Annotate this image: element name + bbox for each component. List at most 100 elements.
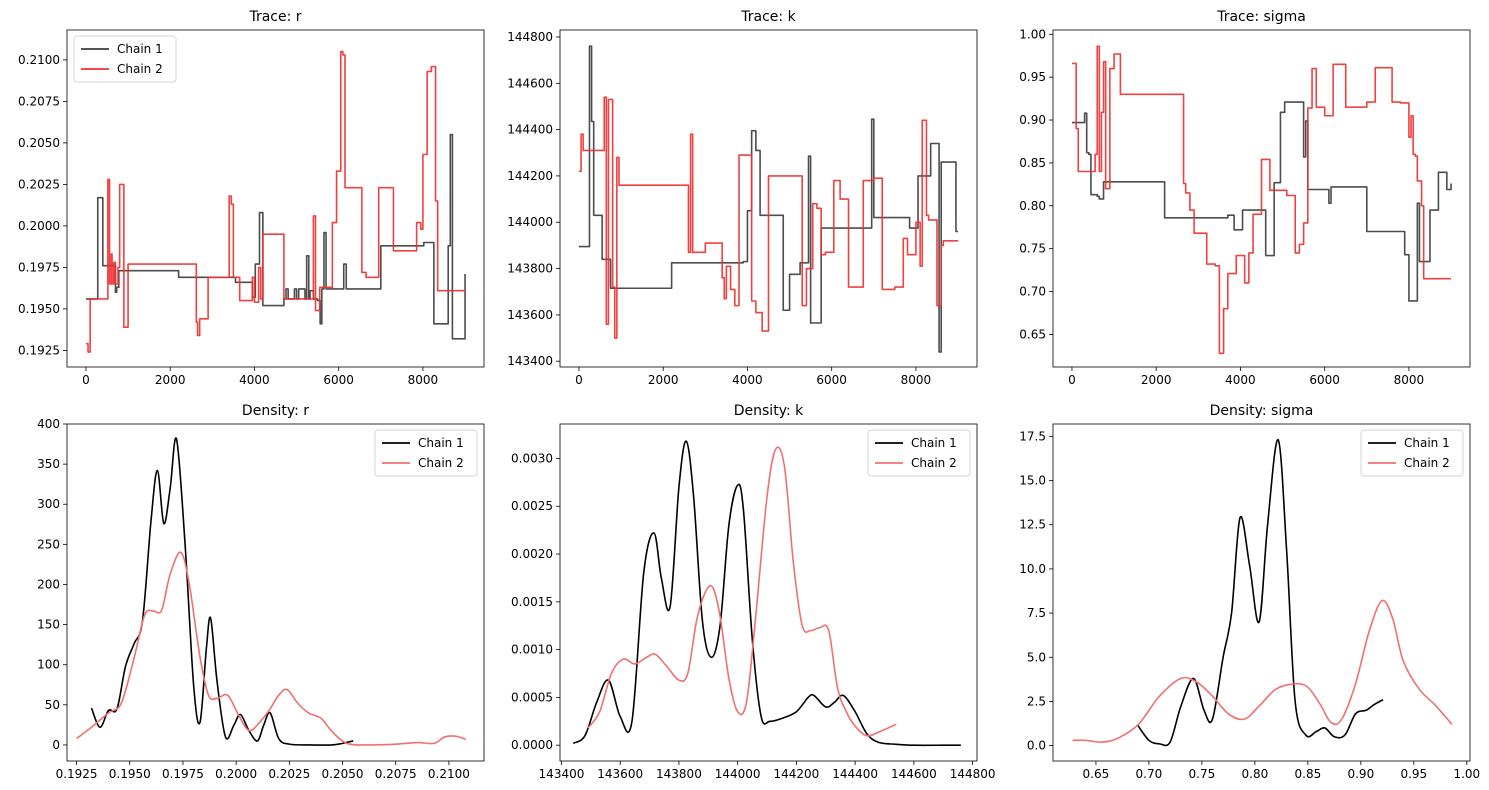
series-line-2 — [85, 50, 466, 353]
y-tick-label: 350 — [37, 457, 60, 471]
y-tick-label: 144400 — [507, 123, 553, 137]
panel-title: Trace: sigma — [1216, 9, 1306, 25]
panel-title: Density: r — [242, 403, 309, 419]
y-tick-label: 0.65 — [1019, 327, 1046, 341]
plot-area — [85, 50, 466, 353]
y-tick-label: 300 — [37, 497, 60, 511]
x-tick-label: 143800 — [656, 767, 702, 781]
x-tick-label: 0.85 — [1295, 767, 1322, 781]
y-tick-label: 100 — [37, 658, 60, 672]
y-tick-label: 144600 — [507, 76, 553, 90]
y-tick-label: 0.1975 — [18, 260, 60, 274]
y-tick-label: 0.2050 — [18, 136, 60, 150]
x-tick-label: 6000 — [1309, 373, 1340, 387]
series-line-1 — [572, 440, 961, 747]
y-tick-label: 144200 — [507, 169, 553, 183]
panel-title: Trace: k — [740, 9, 796, 25]
legend: Chain 1 Chain 2 — [73, 35, 177, 83]
x-axis: 0 2000 4000 6000 8000 — [1068, 367, 1424, 387]
x-tick-label: 1.00 — [1453, 767, 1480, 781]
x-tick-label: 4000 — [732, 373, 763, 387]
x-tick-label: 0.80 — [1242, 767, 1269, 781]
y-tick-label: 0.2075 — [18, 94, 60, 108]
plot-frame — [1052, 29, 1471, 368]
y-tick-label: 143400 — [507, 354, 553, 368]
x-tick-label: 4000 — [239, 373, 270, 387]
y-tick-label: 0.1950 — [18, 302, 60, 316]
x-axis: 0.65 0.70 0.75 0.80 0.85 0.90 0.95 1.00 — [1083, 761, 1480, 781]
y-tick-label: 0.2025 — [18, 177, 60, 191]
y-tick-label: 50 — [45, 698, 60, 712]
y-axis: 143400 143600 143800 144000 144200 144400 1446… — [507, 30, 560, 368]
y-tick-label: 144800 — [507, 30, 553, 44]
y-tick-label: 1.00 — [1019, 27, 1046, 41]
y-tick-label: 0.70 — [1019, 285, 1046, 299]
legend: Chain 1 Chain 2 — [1360, 429, 1464, 477]
plot-area — [572, 440, 961, 747]
x-tick-label: 8000 — [901, 373, 932, 387]
y-tick-label: 250 — [37, 537, 60, 551]
series-line-2 — [578, 96, 959, 339]
y-axis: 0.0 2.5 5.0 7.5 10.0 12.5 15.0 17.5 — [1019, 429, 1053, 753]
legend-label: Chain 2 — [911, 456, 957, 470]
x-tick-label: 143400 — [539, 767, 585, 781]
panel-title: Density: sigma — [1210, 403, 1314, 419]
y-tick-label: 143600 — [507, 308, 553, 322]
y-axis: 0.1925 0.1950 0.1975 0.2000 0.2025 0.2050 0.20… — [18, 53, 67, 357]
x-axis: 0 2000 4000 6000 8000 — [82, 367, 438, 387]
y-tick-label: 0.0005 — [511, 690, 553, 704]
series-line-2 — [587, 446, 897, 737]
y-tick-label: 0.75 — [1019, 242, 1046, 256]
panel-trace-sigma: Trace: sigma 0 2000 4000 6000 8000 0.65 0.70 0.… — [1019, 9, 1471, 387]
x-tick-label: 0.65 — [1083, 767, 1110, 781]
legend-label: Chain 2 — [1404, 456, 1450, 470]
y-tick-label: 0.90 — [1019, 113, 1046, 127]
x-tick-label: 144200 — [773, 767, 819, 781]
y-tick-label: 7.5 — [1027, 606, 1046, 620]
x-tick-label: 0.1925 — [56, 767, 98, 781]
y-tick-label: 144000 — [507, 215, 553, 229]
x-tick-label: 0.2100 — [428, 767, 470, 781]
plot-frame — [1052, 423, 1471, 762]
panel-density-sigma: Density: sigma 0.65 0.70 0.75 0.80 0.85 0.90 0… — [1019, 403, 1480, 781]
x-tick-label: 0.2050 — [322, 767, 364, 781]
x-tick-label: 0 — [82, 373, 90, 387]
x-tick-label: 0.90 — [1347, 767, 1374, 781]
y-tick-label: 0.0025 — [511, 499, 553, 513]
x-tick-label: 8000 — [408, 373, 439, 387]
y-tick-label: 0.0015 — [511, 595, 553, 609]
y-tick-label: 0.0010 — [511, 643, 553, 657]
x-tick-label: 0.70 — [1136, 767, 1163, 781]
y-tick-label: 0.0 — [1027, 739, 1046, 753]
legend-label: Chain 1 — [418, 436, 464, 450]
series-line-1 — [90, 437, 354, 746]
legend-box — [374, 429, 478, 477]
y-tick-label: 0.1925 — [18, 343, 60, 357]
series-line-2 — [76, 551, 467, 746]
y-tick-label: 0.0030 — [511, 451, 553, 465]
x-tick-label: 0.1950 — [109, 767, 151, 781]
legend-label: Chain 2 — [418, 456, 464, 470]
series-line-2 — [1071, 45, 1452, 355]
panel-density-k: Density: k 143400 143600 143800 144000 14420… — [511, 403, 996, 781]
x-tick-label: 2000 — [648, 373, 679, 387]
y-tick-label: 0.95 — [1019, 70, 1046, 84]
x-tick-label: 144400 — [832, 767, 878, 781]
plot-area — [76, 437, 467, 746]
legend-label: Chain 2 — [117, 62, 163, 76]
x-tick-label: 0.75 — [1189, 767, 1216, 781]
plot-area — [1071, 45, 1452, 355]
panel-trace-r: Trace: r 0 2000 4000 6000 80000.19250.19500.… — [18, 9, 485, 387]
series-line-1 — [1136, 439, 1384, 747]
x-tick-label: 0.2025 — [268, 767, 310, 781]
plot-frame — [66, 423, 485, 762]
y-tick-label: 0.80 — [1019, 199, 1046, 213]
x-tick-label: 0.2000 — [215, 767, 257, 781]
y-tick-label: 0.0000 — [511, 738, 553, 752]
x-tick-label: 2000 — [155, 373, 186, 387]
y-tick-label: 10.0 — [1019, 562, 1046, 576]
x-tick-label: 143600 — [597, 767, 643, 781]
series-line-1 — [85, 133, 466, 340]
y-tick-label: 2.5 — [1027, 694, 1046, 708]
